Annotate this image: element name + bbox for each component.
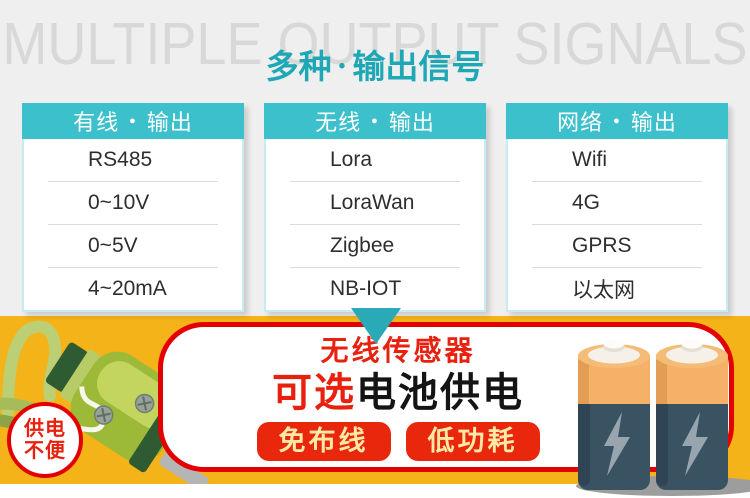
- table-body: Wifi 4G GPRS 以太网: [506, 139, 728, 312]
- table-body: Lora LoraWan Zigbee NB-IOT: [264, 139, 486, 312]
- bottom-banner: 无线传感器 可选电池供电 免布线 低功耗: [0, 316, 750, 496]
- table-row: NB-IOT: [330, 277, 402, 300]
- panel-subtitle: 可选电池供电: [203, 373, 593, 413]
- table-wireless-output: 无线 ● 输出 Lora LoraWan Zigbee NB-IOT: [264, 103, 486, 312]
- battery-icon: [578, 339, 650, 490]
- bullet-dot-icon: •: [338, 55, 346, 77]
- page-title-left: 多种: [265, 48, 332, 85]
- plug-prong: [159, 452, 209, 484]
- table-row: RS485: [48, 139, 218, 182]
- tag-low-power: 低功耗: [405, 421, 540, 461]
- bullet-icon: ●: [613, 114, 621, 127]
- table-body: RS485 0~10V 0~5V 4~20mA: [22, 139, 244, 312]
- table-row: 0~10V: [48, 182, 218, 225]
- screw-icon: [93, 405, 114, 425]
- subtitle-red-part: 可选: [272, 370, 356, 415]
- header-label-left: 无线: [315, 110, 362, 135]
- background-watermark-title: MULTIPLE OUTPUT SIGNALS: [2, 11, 748, 78]
- page-title-right: 输出信号: [352, 48, 485, 85]
- bullet-icon: ●: [371, 114, 379, 127]
- header-label-right: 输出: [388, 110, 435, 135]
- table-row: 4G: [532, 182, 702, 225]
- page-title: 多种 • 输出信号: [0, 40, 750, 88]
- header-label-left: 网络: [557, 110, 604, 135]
- bullet-icon: ●: [129, 114, 137, 127]
- header-label-right: 输出: [146, 110, 193, 135]
- batteries-illustration: [576, 339, 750, 496]
- lightning-icon: [604, 412, 630, 476]
- battery-icon: [656, 339, 728, 490]
- feature-tags: 免布线 低功耗: [203, 421, 593, 461]
- tag-no-wiring: 免布线: [256, 421, 391, 461]
- table-row: Lora: [290, 139, 460, 182]
- lightning-icon: [682, 412, 708, 476]
- table-network-output: 网络 ● 输出 Wifi 4G GPRS 以太网: [506, 103, 728, 312]
- table-row: 以太网: [572, 279, 635, 302]
- table-row: Wifi: [532, 139, 702, 182]
- table-row: Zigbee: [290, 225, 460, 268]
- header-section: MULTIPLE OUTPUT SIGNALS 多种 • 输出信号 有线 ● 输…: [0, 0, 750, 316]
- table-row: LoraWan: [290, 182, 460, 225]
- screw-icon: [134, 393, 155, 414]
- power-inconvenient-badge: 供电 不便: [7, 402, 83, 478]
- header-label-left: 有线: [73, 110, 120, 135]
- badge-line-2: 不便: [24, 440, 66, 462]
- down-arrow-icon: [351, 308, 401, 344]
- subtitle-dark-part: 电池供电: [356, 370, 524, 415]
- table-wired-output: 有线 ● 输出 RS485 0~10V 0~5V 4~20mA: [22, 103, 244, 312]
- table-header: 网络 ● 输出: [506, 103, 728, 139]
- output-tables: 有线 ● 输出 RS485 0~10V 0~5V 4~20mA 无线 ● 输出 …: [0, 103, 750, 312]
- table-header: 无线 ● 输出: [264, 103, 486, 139]
- table-row: 0~5V: [48, 225, 218, 268]
- table-row: GPRS: [532, 225, 702, 268]
- header-label-right: 输出: [630, 110, 677, 135]
- table-row: 4~20mA: [88, 277, 167, 300]
- panel-content: 无线传感器 可选电池供电 免布线 低功耗: [203, 335, 593, 461]
- table-header: 有线 ● 输出: [22, 103, 244, 139]
- badge-line-1: 供电: [24, 417, 66, 440]
